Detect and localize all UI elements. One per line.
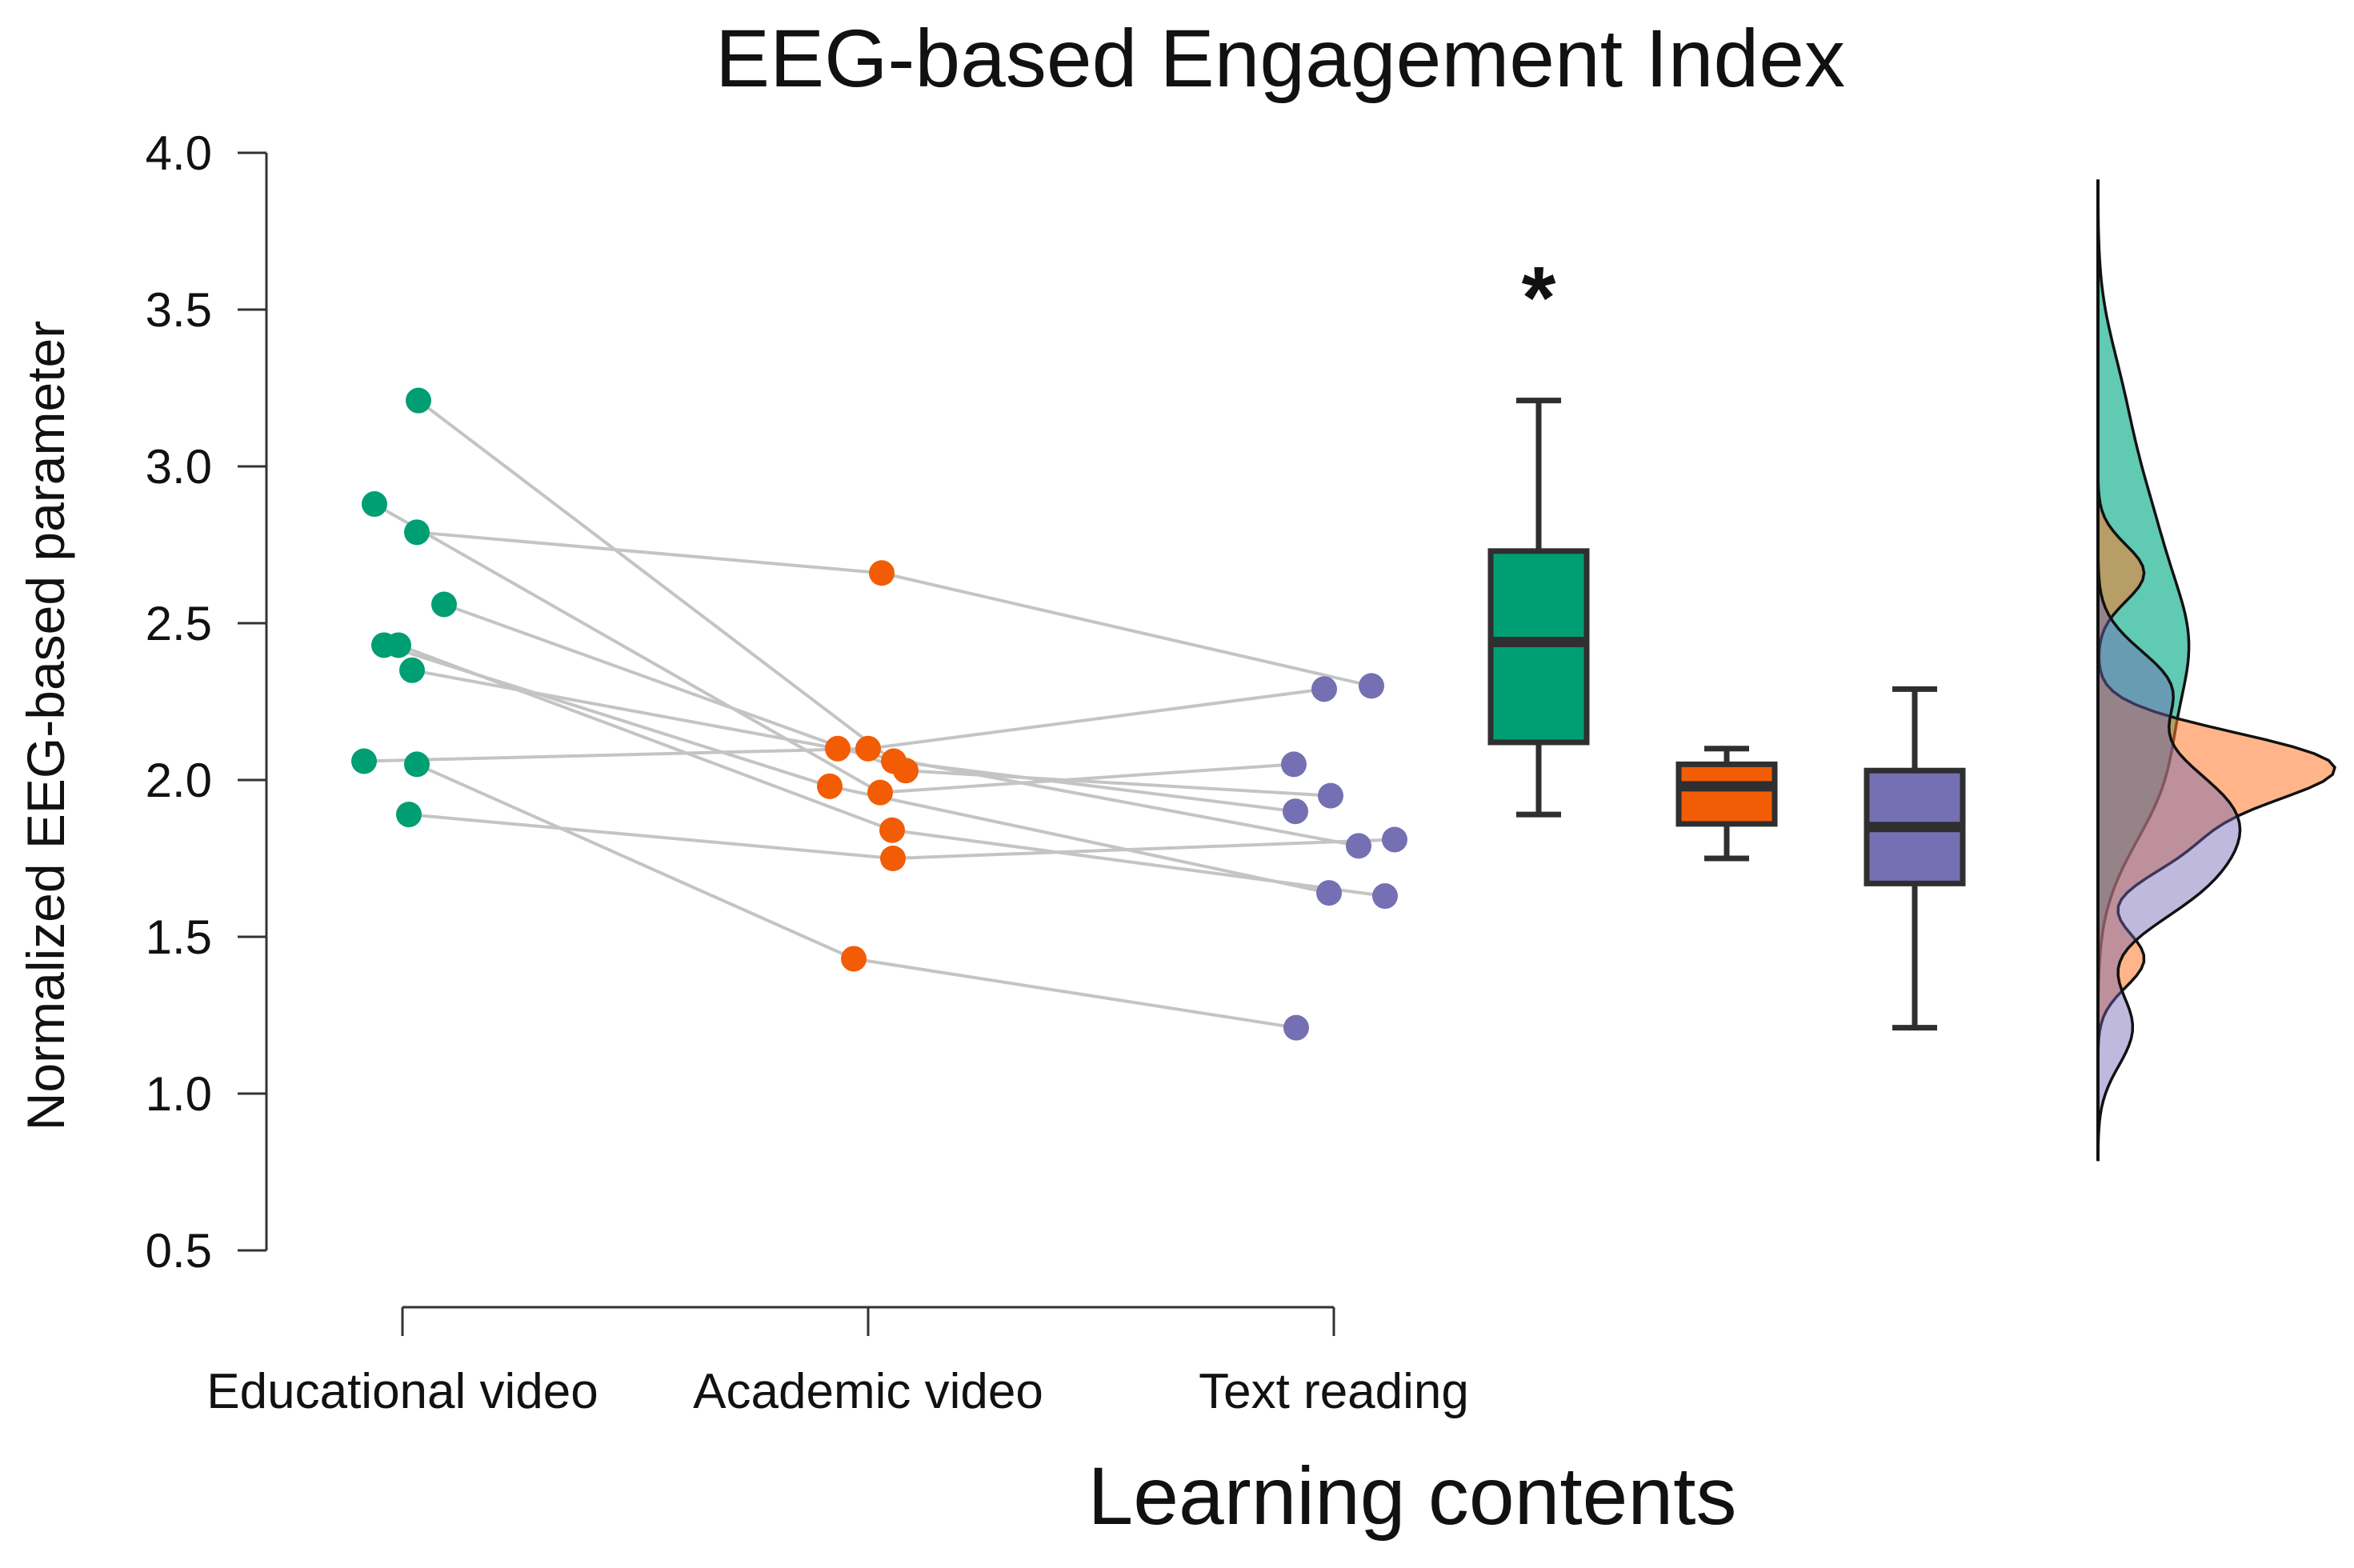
data-point (406, 387, 431, 414)
data-point (386, 632, 411, 658)
data-point (855, 735, 881, 762)
data-point (1311, 676, 1337, 702)
data-point (1346, 833, 1371, 859)
data-point (404, 519, 430, 546)
box-body (1675, 761, 1778, 827)
data-point (825, 735, 851, 762)
data-point (817, 773, 843, 799)
data-point (431, 591, 457, 618)
data-point (893, 758, 919, 784)
boxplots (1487, 398, 1966, 1031)
subject-lines (363, 399, 1395, 1030)
y-tick-label: 3.5 (146, 283, 212, 337)
data-point (1318, 782, 1343, 809)
y-axis-label: Normalized EEG-based parameter (16, 321, 75, 1130)
data-point (1316, 880, 1342, 906)
data-points (351, 387, 1407, 1041)
data-point (1283, 1014, 1309, 1041)
x-axis-label: Learning contents (1088, 1450, 1737, 1542)
data-point (879, 817, 905, 843)
data-point (1281, 751, 1307, 778)
x-tick-label: Educational video (206, 1364, 598, 1419)
y-axis: 0.5 1.0 1.5 2.0 2.5 3.0 3.5 4.0 (146, 126, 268, 1278)
data-point (1359, 673, 1384, 699)
density-curves (2096, 179, 2336, 1162)
data-point (841, 946, 867, 972)
data-point (867, 779, 893, 806)
data-point (351, 748, 377, 774)
data-point (399, 657, 425, 683)
chart-title: EEG-based Engagement Index (715, 13, 1845, 104)
significance-star: * (1522, 249, 1556, 347)
y-tick-label: 2.0 (146, 754, 212, 807)
y-tick-label: 1.5 (146, 910, 212, 964)
data-point (880, 846, 906, 871)
subject-line (416, 762, 1297, 1030)
data-point (1382, 826, 1407, 853)
data-point (404, 751, 430, 778)
x-tick-label: Text reading (1199, 1364, 1469, 1419)
y-tick-label: 3.0 (146, 440, 212, 494)
y-tick-label: 2.5 (146, 597, 212, 650)
data-point (362, 491, 387, 518)
x-tick-label: Academic video (693, 1364, 1043, 1419)
y-tick-label: 0.5 (146, 1224, 212, 1278)
x-axis: Educational video Academic video Text read… (206, 1306, 1469, 1419)
data-point (1372, 883, 1398, 910)
y-tick-label: 4.0 (146, 126, 212, 180)
data-point (396, 802, 422, 828)
data-point (1283, 798, 1308, 825)
data-point (869, 560, 895, 586)
y-tick-label: 1.0 (146, 1067, 212, 1121)
